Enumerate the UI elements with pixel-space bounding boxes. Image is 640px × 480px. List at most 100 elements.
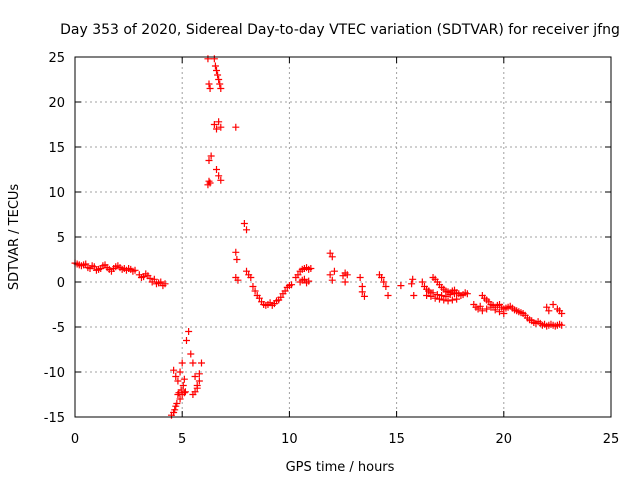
data-point: [131, 266, 139, 274]
data-point: [397, 282, 405, 290]
x-tick-label: 25: [603, 432, 620, 447]
data-point: [176, 368, 184, 376]
data-point: [243, 267, 251, 275]
data-point: [185, 328, 193, 335]
data-point: [216, 80, 224, 88]
data-point: [438, 292, 446, 299]
data-point: [294, 271, 302, 279]
data-point: [243, 226, 251, 234]
y-tick-label: 15: [48, 141, 65, 156]
y-tick-label: 20: [48, 96, 65, 111]
data-point: [191, 373, 199, 380]
data-point: [173, 400, 181, 407]
data-point: [178, 359, 186, 367]
data-point: [189, 359, 197, 367]
data-point: [300, 275, 308, 283]
data-point: [476, 302, 484, 310]
data-point: [288, 281, 296, 289]
data-point: [211, 62, 219, 70]
data-point: [326, 249, 334, 257]
data-point: [328, 276, 336, 284]
x-tick-label: 10: [281, 432, 298, 447]
data-point: [205, 80, 213, 88]
x-tick-label: 5: [178, 432, 186, 447]
data-point: [545, 307, 553, 315]
data-point: [330, 267, 338, 275]
data-point: [446, 291, 454, 299]
data-point: [180, 375, 188, 383]
data-point: [483, 305, 491, 313]
data-point: [543, 303, 551, 311]
data-point: [444, 297, 452, 305]
data-point: [442, 292, 450, 300]
data-point: [500, 310, 508, 317]
data-point: [453, 295, 461, 303]
y-tick-label: 5: [57, 231, 65, 246]
y-tick-label: -10: [44, 366, 65, 381]
data-point: [558, 310, 566, 317]
data-point: [217, 85, 225, 92]
data-point: [193, 384, 201, 392]
data-point: [172, 373, 180, 380]
data-point: [410, 292, 418, 299]
data-point: [210, 121, 218, 128]
grid-lines: [75, 57, 611, 417]
data-point: [179, 382, 187, 389]
data-point: [187, 350, 195, 358]
data-point: [549, 301, 557, 308]
data-point: [150, 275, 158, 283]
data-point: [181, 388, 189, 396]
data-point: [478, 307, 486, 315]
data-point: [496, 308, 504, 316]
data-point: [433, 291, 441, 299]
data-point: [215, 172, 223, 180]
data-point: [82, 260, 90, 268]
data-point: [448, 296, 456, 304]
data-point: [240, 220, 248, 227]
data-point: [427, 292, 435, 300]
data-points: [71, 55, 566, 419]
data-point: [182, 337, 190, 344]
data-point: [435, 295, 443, 303]
data-point: [378, 274, 386, 281]
data-point: [463, 290, 471, 298]
data-point: [161, 280, 169, 288]
data-point: [213, 67, 221, 74]
data-point: [232, 123, 240, 131]
data-point: [204, 55, 212, 63]
data-point: [232, 248, 240, 256]
data-point: [343, 271, 351, 279]
data-point: [423, 292, 431, 299]
data-point: [191, 388, 199, 396]
data-point: [207, 152, 215, 160]
data-point: [382, 283, 390, 290]
data-point: [431, 294, 439, 302]
data-point: [249, 283, 257, 290]
data-point: [558, 321, 566, 329]
data-point: [195, 370, 203, 378]
data-point: [384, 292, 392, 299]
x-tick-label: 20: [496, 432, 513, 447]
data-point: [450, 290, 458, 298]
y-axis-label: SDTVAR / TECUs: [7, 184, 22, 291]
y-tick-label: 0: [57, 276, 65, 291]
data-point: [491, 306, 499, 314]
data-point: [418, 278, 426, 286]
data-point: [206, 85, 214, 92]
data-point: [326, 271, 334, 279]
data-point: [408, 280, 416, 288]
y-tick-label: 25: [48, 51, 65, 66]
data-point: [305, 277, 313, 285]
data-point: [425, 287, 433, 295]
data-point: [90, 263, 98, 271]
data-point: [197, 359, 205, 367]
data-point: [170, 366, 178, 374]
data-point: [176, 395, 184, 403]
data-point: [210, 55, 218, 63]
data-point: [204, 181, 212, 189]
data-point: [217, 176, 225, 184]
data-point: [171, 406, 179, 414]
data-point: [234, 276, 242, 284]
data-point: [358, 288, 366, 296]
